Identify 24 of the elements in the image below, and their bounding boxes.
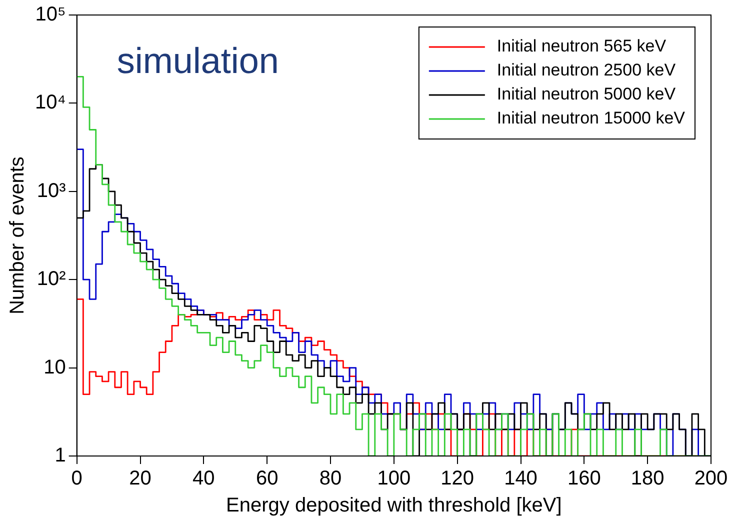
y-tick-label: 10² bbox=[36, 268, 66, 290]
x-tick-label: 120 bbox=[440, 468, 474, 490]
x-tick-label: 80 bbox=[319, 468, 342, 490]
y-tick-label: 10⁴ bbox=[34, 92, 66, 114]
x-tick-label: 40 bbox=[192, 468, 215, 490]
y-tick-label: 10 bbox=[44, 356, 66, 378]
x-tick-label: 200 bbox=[694, 468, 728, 490]
x-tick-label: 0 bbox=[71, 468, 82, 490]
annotation: simulation bbox=[116, 40, 279, 81]
legend-label: Initial neutron 5000 keV bbox=[496, 84, 676, 104]
x-axis-title: Energy deposited with threshold [keV] bbox=[226, 494, 562, 517]
legend-label: Initial neutron 565 keV bbox=[496, 36, 667, 56]
x-tick-label: 100 bbox=[377, 468, 411, 490]
legend-label: Initial neutron 2500 keV bbox=[496, 60, 676, 80]
legend-label: Initial neutron 15000 keV bbox=[496, 108, 686, 128]
y-tick-label: 10³ bbox=[36, 180, 66, 202]
y-tick-label: 10⁵ bbox=[35, 4, 66, 26]
x-tick-label: 20 bbox=[129, 468, 152, 490]
x-tick-label: 140 bbox=[504, 468, 538, 490]
x-tick-label: 160 bbox=[567, 468, 601, 490]
x-tick-label: 60 bbox=[256, 468, 278, 490]
y-tick-label: 1 bbox=[54, 444, 66, 467]
x-tick-label: 180 bbox=[630, 468, 664, 490]
y-axis-title: Number of events bbox=[6, 156, 29, 314]
